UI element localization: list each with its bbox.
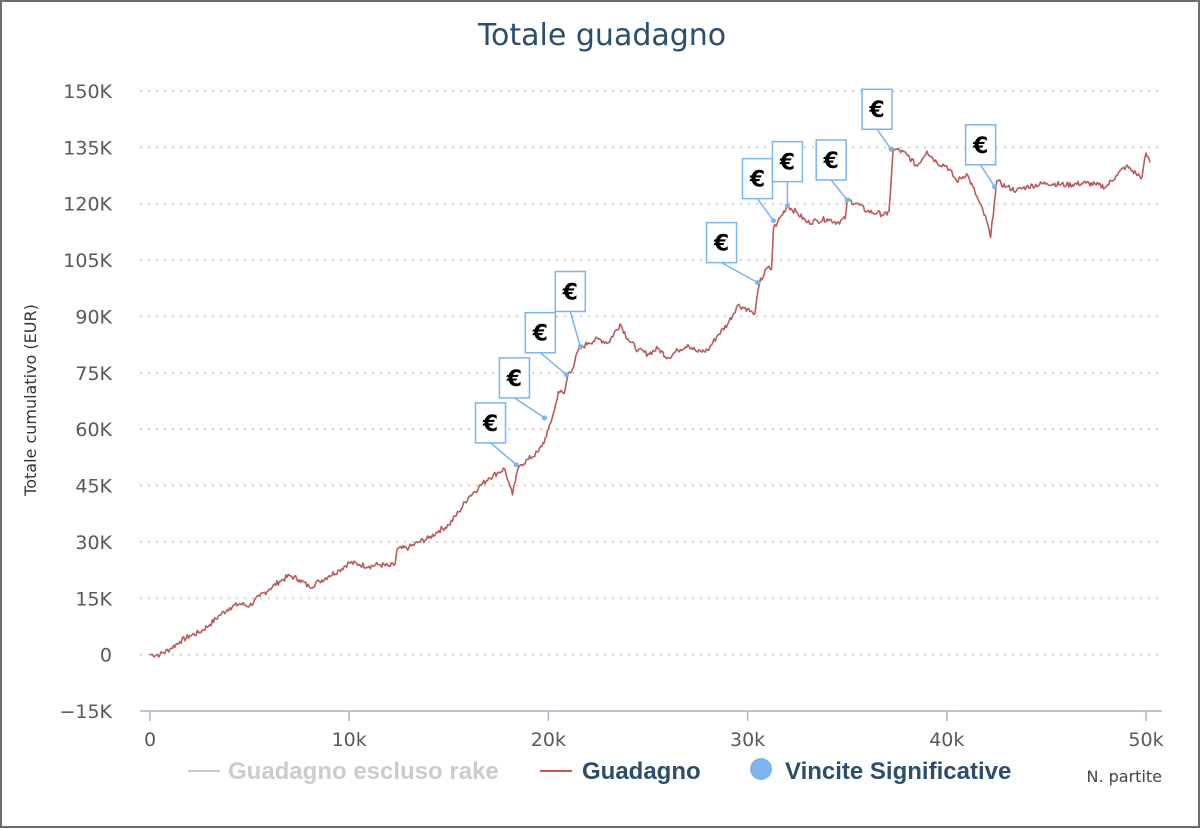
flag-box xyxy=(861,88,893,130)
significant-win-flag[interactable]: € xyxy=(705,221,761,286)
flag-symbol: € xyxy=(713,232,729,257)
y-tick-label: 90K xyxy=(75,306,112,328)
significant-win-flag[interactable]: € xyxy=(861,88,894,152)
x-tick-label: 50k xyxy=(1128,729,1163,751)
significant-win-flag[interactable]: € xyxy=(771,140,804,209)
flag-box xyxy=(815,139,847,181)
y-tick-label: −15K xyxy=(59,701,112,723)
flag-symbol: € xyxy=(868,98,884,123)
flag-symbol: € xyxy=(482,412,498,437)
flag-connector xyxy=(490,442,518,466)
y-tick-label: 120K xyxy=(63,194,112,216)
flag-box xyxy=(964,124,997,166)
flag-connector xyxy=(876,128,892,150)
flag-connector xyxy=(756,198,775,222)
significant-win-point[interactable] xyxy=(888,146,894,152)
flag-connector xyxy=(830,179,848,201)
flag-symbol: € xyxy=(749,168,765,193)
flag-box xyxy=(705,221,738,264)
x-tick-label: 10k xyxy=(332,729,367,751)
significant-win-flag[interactable]: € xyxy=(524,311,569,378)
x-tick-label: 30k xyxy=(730,729,765,751)
x-axis-label: N. partite xyxy=(1086,767,1162,786)
legend-swatch-dot xyxy=(750,758,772,780)
x-tick-label: 0 xyxy=(144,729,156,751)
significant-win-flag[interactable]: € xyxy=(498,357,547,421)
flag-symbol: € xyxy=(532,322,548,347)
flag-symbol: € xyxy=(972,134,988,159)
x-tick-label: 20k xyxy=(531,729,566,751)
significant-win-flag[interactable]: € xyxy=(741,157,776,224)
legend-label-vincite-significative: Vincite Significative xyxy=(785,758,1011,785)
y-tick-label: 15K xyxy=(75,588,112,610)
flag-box xyxy=(474,402,507,444)
flag-connector xyxy=(979,164,996,188)
y-tick-label: 60K xyxy=(75,419,112,441)
plot-area xyxy=(149,147,1151,658)
flag-box xyxy=(771,140,804,183)
significant-win-flag[interactable]: € xyxy=(964,124,998,190)
significant-win-point[interactable] xyxy=(514,462,520,468)
y-tick-label: 105K xyxy=(63,250,112,272)
y-axis-label: Totale cumulativo (EUR) xyxy=(21,304,40,497)
y-axis-ticks: −15K 0 15K 30K 45K 60K 75K 90K 105K 120K 135K 150K xyxy=(59,81,112,723)
legend-label-guadagno-escluso-rake: Guadagno escluso rake xyxy=(228,758,499,785)
legend: Guadagno escluso rake Guadagno Vincite S… xyxy=(188,758,1011,785)
x-tick-label: 40k xyxy=(929,729,964,751)
flag-symbol: € xyxy=(506,367,522,392)
flag-symbol: € xyxy=(823,149,839,174)
flag-box xyxy=(524,311,557,354)
flag-box xyxy=(498,357,531,399)
y-tick-label: 30K xyxy=(75,532,112,554)
significant-win-flag[interactable]: € xyxy=(554,270,587,350)
flag-symbol: € xyxy=(562,281,578,306)
y-tick-label: 75K xyxy=(75,363,112,385)
y-tick-label: 45K xyxy=(75,476,112,498)
significant-win-point[interactable] xyxy=(755,280,761,286)
flag-box xyxy=(554,270,587,313)
chart-title: Totale guadagno xyxy=(477,18,726,53)
series-line-guadagno[interactable] xyxy=(149,147,1151,658)
flag-symbol: € xyxy=(779,151,795,176)
significant-win-point[interactable] xyxy=(844,197,850,203)
significant-win-flag[interactable]: € xyxy=(815,139,850,203)
significant-wins-markers: € € € € € € € € € € xyxy=(474,88,998,468)
flag-connector xyxy=(513,397,545,419)
y-tick-label: 135K xyxy=(63,137,112,159)
legend-item-vincite-significative[interactable]: Vincite Significative xyxy=(750,758,1011,785)
gridlines xyxy=(140,90,1162,656)
x-axis: 0 10k 20k 30k 40k 50k xyxy=(140,710,1164,751)
significant-win-point[interactable] xyxy=(770,218,776,224)
significant-win-point[interactable] xyxy=(784,203,790,209)
legend-item-guadagno-escluso-rake[interactable]: Guadagno escluso rake xyxy=(188,758,499,785)
legend-item-guadagno[interactable]: Guadagno xyxy=(540,758,701,785)
flag-connector xyxy=(569,311,581,347)
significant-win-point[interactable] xyxy=(541,415,547,421)
legend-label-guadagno: Guadagno xyxy=(582,758,701,785)
y-tick-label: 150K xyxy=(63,81,112,103)
significant-win-flag[interactable]: € xyxy=(474,402,520,468)
significant-win-point[interactable] xyxy=(563,372,569,378)
flag-connector xyxy=(539,352,567,376)
flag-box xyxy=(741,157,774,200)
flag-connector xyxy=(721,261,758,284)
significant-win-point[interactable] xyxy=(992,184,998,190)
y-tick-label: 0 xyxy=(100,645,112,667)
significant-win-point[interactable] xyxy=(577,344,583,350)
